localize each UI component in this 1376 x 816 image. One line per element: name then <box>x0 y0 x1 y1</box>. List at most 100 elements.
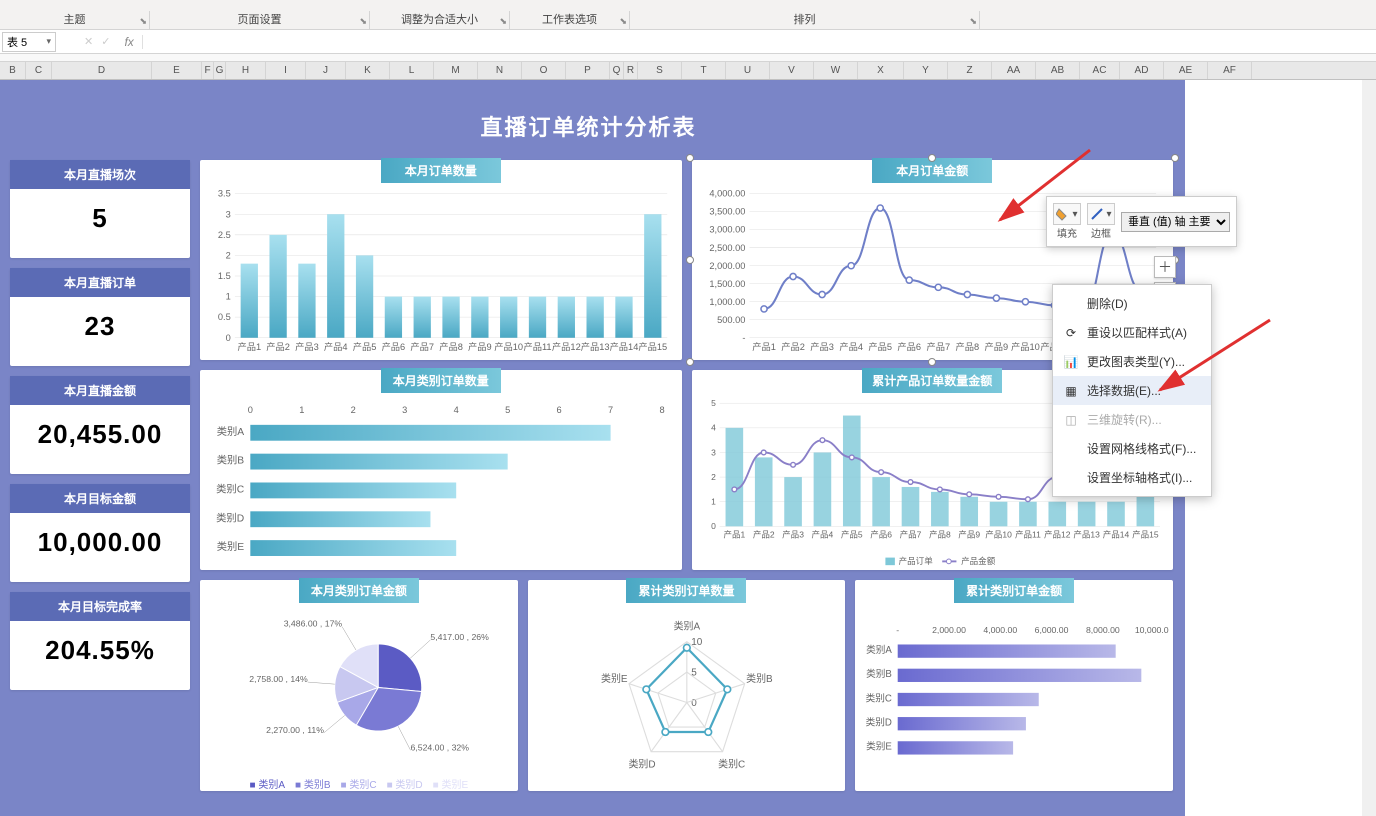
svg-text:产品9: 产品9 <box>958 530 980 540</box>
svg-text:产品10: 产品10 <box>494 341 523 352</box>
menu-item[interactable]: ⟳重设以匹配样式(A) <box>1053 318 1211 347</box>
cancel-formula-icon[interactable]: ✕ <box>84 35 93 48</box>
column-header[interactable]: N <box>478 62 522 79</box>
context-menu[interactable]: 删除(D)⟳重设以匹配样式(A)📊更改图表类型(Y)...▦选择数据(E)...… <box>1052 284 1212 497</box>
menu-item-label: 三维旋转(R)... <box>1087 411 1162 428</box>
column-header[interactable]: R <box>624 62 638 79</box>
chart-elements-button[interactable]: ＋ <box>1154 256 1176 278</box>
column-header[interactable]: H <box>226 62 266 79</box>
dialog-launcher-icon[interactable]: ⬊ <box>359 16 367 27</box>
svg-text:类别A: 类别A <box>866 644 892 656</box>
svg-text:6: 6 <box>557 405 562 415</box>
column-header[interactable]: Z <box>948 62 992 79</box>
svg-text:0.5: 0.5 <box>218 312 231 322</box>
svg-text:类别D: 类别D <box>628 758 655 771</box>
ribbon-group[interactable]: 主题 ⬊ <box>0 11 150 29</box>
svg-text:产品1: 产品1 <box>723 530 745 540</box>
svg-text:产品11: 产品11 <box>1014 530 1040 540</box>
menu-item[interactable]: 📊更改图表类型(Y)... <box>1053 347 1211 376</box>
column-header[interactable]: AE <box>1164 62 1208 79</box>
svg-text:2,758.00 , 14%: 2,758.00 , 14% <box>249 674 308 684</box>
menu-item[interactable]: 删除(D) <box>1053 289 1211 318</box>
column-header[interactable]: U <box>726 62 770 79</box>
svg-text:4,000.00: 4,000.00 <box>709 189 745 199</box>
column-header[interactable]: B <box>0 62 26 79</box>
svg-text:产品10: 产品10 <box>1011 341 1040 352</box>
accept-formula-icon[interactable]: ✓ <box>101 35 110 48</box>
column-header[interactable]: AC <box>1080 62 1120 79</box>
column-header[interactable]: D <box>52 62 152 79</box>
dialog-launcher-icon[interactable]: ⬊ <box>969 16 977 27</box>
column-header[interactable]: J <box>306 62 346 79</box>
svg-text:产品14: 产品14 <box>610 341 639 352</box>
svg-text:产品5: 产品5 <box>868 341 892 352</box>
ribbon-group-label: 调整为合适大小 <box>401 11 478 27</box>
column-header[interactable]: C <box>26 62 52 79</box>
menu-item[interactable]: 设置网格线格式(F)... <box>1053 434 1211 463</box>
column-header[interactable]: S <box>638 62 682 79</box>
menu-item[interactable]: 设置坐标轴格式(I)... <box>1053 463 1211 492</box>
column-header[interactable]: AF <box>1208 62 1252 79</box>
spacer <box>0 54 1376 62</box>
column-header[interactable]: AA <box>992 62 1036 79</box>
svg-text:1: 1 <box>226 292 231 302</box>
border-color-button[interactable]: ▾ <box>1087 203 1115 225</box>
ribbon-group[interactable]: 调整为合适大小 ⬊ <box>370 11 510 29</box>
name-box[interactable]: 表 5 ▾ <box>2 32 56 52</box>
mini-toolbar[interactable]: ▾ 填充 ▾ 边框 垂直 (值) 轴 主要 <box>1046 196 1237 247</box>
column-header[interactable]: I <box>266 62 306 79</box>
menu-item[interactable]: ▦选择数据(E)... <box>1053 376 1211 405</box>
svg-text:产品2: 产品2 <box>266 341 290 352</box>
svg-text:产品7: 产品7 <box>899 530 921 540</box>
vertical-scrollbar[interactable] <box>1362 80 1376 816</box>
legend-item: 类别A <box>250 776 286 791</box>
ribbon-group[interactable]: 排列⬊ <box>630 11 980 29</box>
column-header[interactable]: AB <box>1036 62 1080 79</box>
ribbon-group-label: 主题 <box>64 11 86 27</box>
column-headers[interactable]: BCDEFGHIJKLMNOPQRSTUVWXYZAAABACADAEAF <box>0 62 1376 80</box>
dialog-launcher-icon[interactable]: ⬊ <box>139 16 147 27</box>
svg-text:2,000.00: 2,000.00 <box>709 261 745 271</box>
svg-text:3,000.00: 3,000.00 <box>709 225 745 235</box>
column-header[interactable]: K <box>346 62 390 79</box>
svg-text:0: 0 <box>711 521 716 531</box>
fx-icon[interactable]: fx <box>124 35 133 49</box>
column-header[interactable]: W <box>814 62 858 79</box>
kpi-value: 20,455.00 <box>10 405 190 464</box>
svg-text:产品3: 产品3 <box>295 341 319 352</box>
column-header[interactable]: Q <box>610 62 624 79</box>
svg-text:0: 0 <box>226 333 231 343</box>
svg-text:产品14: 产品14 <box>1102 530 1129 540</box>
column-header[interactable]: M <box>434 62 478 79</box>
column-header[interactable]: F <box>202 62 214 79</box>
formula-input[interactable] <box>143 32 1376 52</box>
column-header[interactable]: T <box>682 62 726 79</box>
column-header[interactable]: AD <box>1120 62 1164 79</box>
fill-color-button[interactable]: ▾ <box>1053 203 1081 225</box>
svg-text:类别B: 类别B <box>866 668 892 680</box>
svg-text:产品12: 产品12 <box>1044 530 1071 540</box>
column-header[interactable]: V <box>770 62 814 79</box>
column-header[interactable]: G <box>214 62 226 79</box>
column-header[interactable]: Y <box>904 62 948 79</box>
chart-cumulative-category-qty: 累计类别订单数量 0510类别A类别B类别C类别D类别E <box>528 580 846 791</box>
ribbon-group[interactable]: 工作表选项⬊ <box>510 11 630 29</box>
dialog-launcher-icon[interactable]: ⬊ <box>499 16 507 27</box>
kpi-column: 本月直播场次5本月直播订单23本月直播金额20,455.00本月目标金额10,0… <box>10 160 190 700</box>
ribbon-group[interactable]: 页面设置⬊ <box>150 11 370 29</box>
chart-element-select[interactable]: 垂直 (值) 轴 主要 <box>1121 212 1230 232</box>
column-header[interactable]: P <box>566 62 610 79</box>
column-header[interactable]: O <box>522 62 566 79</box>
column-header[interactable]: X <box>858 62 904 79</box>
svg-text:2: 2 <box>226 250 231 260</box>
column-header[interactable]: L <box>390 62 434 79</box>
svg-text:产品4: 产品4 <box>839 341 863 352</box>
chart-title: 累计类别订单数量 <box>626 578 746 603</box>
column-header[interactable]: E <box>152 62 202 79</box>
name-box-dropdown-icon[interactable]: ▾ <box>46 36 51 47</box>
dialog-launcher-icon[interactable]: ⬊ <box>619 16 627 27</box>
svg-text:产品6: 产品6 <box>870 530 892 540</box>
svg-text:1,500.00: 1,500.00 <box>709 279 745 289</box>
chart-monthly-order-qty: 本月订单数量 00.511.522.533.5产品1产品2产品3产品4产品5产品… <box>200 160 682 360</box>
svg-text:类别A: 类别A <box>673 620 700 633</box>
